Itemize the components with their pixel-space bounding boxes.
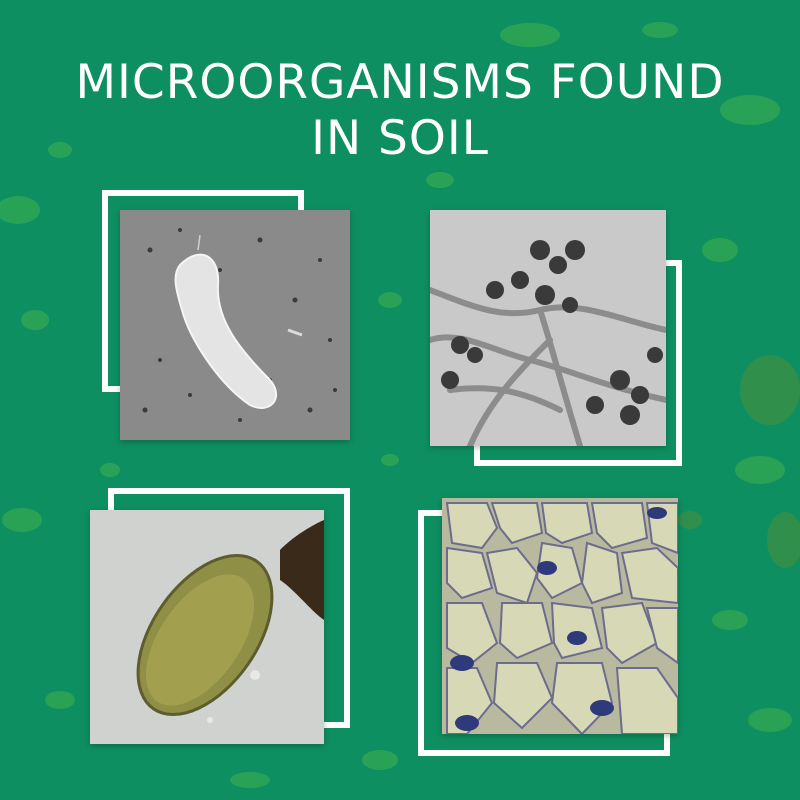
title-line-2: IN SOIL: [40, 111, 760, 167]
title-line-1: MICROORGANISMS FOUND: [40, 55, 760, 111]
page-title: MICROORGANISMS FOUND IN SOIL: [40, 55, 760, 167]
image-protozoan: [90, 510, 324, 744]
image-fungus: [430, 210, 666, 446]
image-bacterium: [120, 210, 350, 440]
image-plant-cells: [442, 498, 678, 734]
